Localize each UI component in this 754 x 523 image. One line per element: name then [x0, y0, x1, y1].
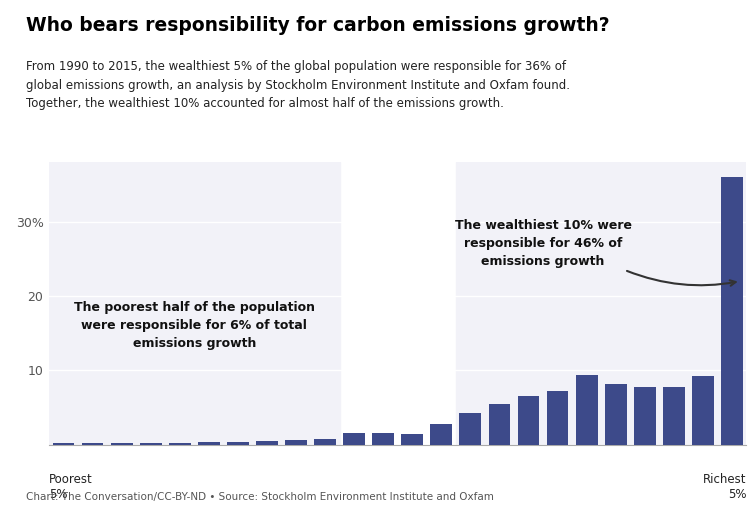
- Text: Chart: The Conversation/CC-BY-ND • Source: Stockholm Environment Institute and O: Chart: The Conversation/CC-BY-ND • Sourc…: [26, 492, 495, 502]
- Bar: [285, 440, 307, 445]
- Bar: [49, 162, 339, 445]
- Bar: [431, 424, 452, 445]
- Bar: [256, 441, 278, 445]
- Bar: [111, 444, 133, 445]
- Bar: [53, 444, 75, 445]
- Bar: [169, 442, 191, 445]
- Text: The wealthiest 10% were
responsible for 46% of
emissions growth: The wealthiest 10% were responsible for …: [455, 219, 632, 268]
- Bar: [489, 404, 510, 445]
- Bar: [343, 434, 365, 445]
- Bar: [198, 442, 219, 445]
- Bar: [663, 386, 685, 445]
- Text: The poorest half of the population
were responsible for 6% of total
emissions gr: The poorest half of the population were …: [74, 301, 315, 350]
- Text: Poorest
5%: Poorest 5%: [49, 473, 93, 501]
- Bar: [227, 441, 249, 445]
- Bar: [605, 383, 627, 445]
- Bar: [401, 434, 423, 445]
- Bar: [721, 177, 743, 445]
- Bar: [372, 434, 394, 445]
- Bar: [314, 439, 336, 445]
- Bar: [517, 396, 539, 445]
- Bar: [139, 443, 161, 445]
- Bar: [634, 386, 656, 445]
- Bar: [576, 376, 597, 445]
- Bar: [692, 376, 714, 445]
- Bar: [547, 391, 569, 445]
- Bar: [459, 413, 481, 445]
- Bar: [81, 444, 103, 445]
- Text: Who bears responsibility for carbon emissions growth?: Who bears responsibility for carbon emis…: [26, 16, 610, 35]
- Text: Richest
5%: Richest 5%: [703, 473, 746, 501]
- Text: From 1990 to 2015, the wealthiest 5% of the global population were responsible f: From 1990 to 2015, the wealthiest 5% of …: [26, 60, 570, 110]
- Bar: [456, 162, 746, 445]
